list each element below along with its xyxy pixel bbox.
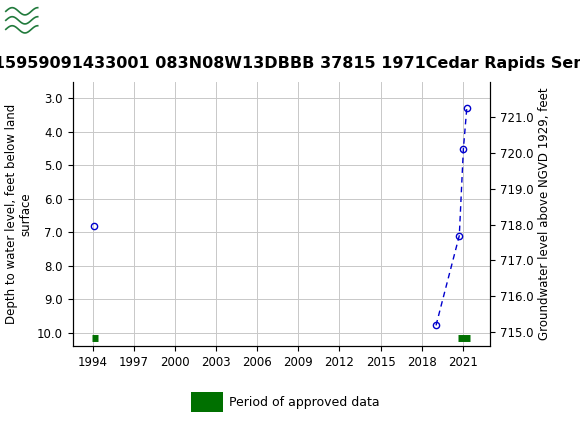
Bar <box>3 3 70 42</box>
Text: Period of approved data: Period of approved data <box>229 396 380 408</box>
Y-axis label: Depth to water level, feet below land
surface: Depth to water level, feet below land su… <box>5 104 32 324</box>
Y-axis label: Groundwater level above NGVD 1929, feet: Groundwater level above NGVD 1929, feet <box>538 88 550 340</box>
Text: USGS: USGS <box>42 14 97 31</box>
Bar <box>191 392 223 412</box>
Text: USGS 415959091433001 083N08W13DBBB 37815 1971Cedar Rapids Seminole 7: USGS 415959091433001 083N08W13DBBB 37815… <box>0 56 580 71</box>
